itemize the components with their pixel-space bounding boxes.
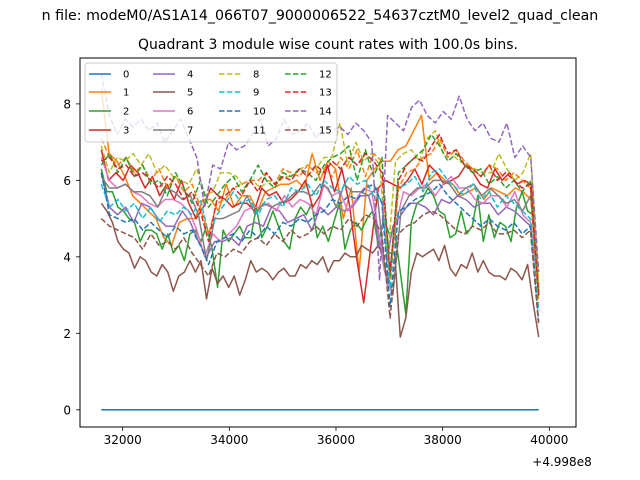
legend-label-10: 10 xyxy=(253,107,266,118)
series-line-15 xyxy=(100,210,540,326)
legend-label-8: 8 xyxy=(253,70,259,81)
x-tick-label: 34000 xyxy=(210,433,248,447)
y-tick-label: 2 xyxy=(63,327,71,341)
chart-title: Quadrant 3 module wise count rates with … xyxy=(138,37,518,53)
legend-label-9: 9 xyxy=(253,88,259,99)
legend-label-5: 5 xyxy=(187,88,193,99)
legend-label-11: 11 xyxy=(253,126,266,137)
series-line-14 xyxy=(100,73,540,281)
x-axis: 32000 34000 36000 38000 40000 xyxy=(104,427,568,447)
series-line-5 xyxy=(100,202,540,338)
y-tick-label: 6 xyxy=(63,174,71,188)
legend-label-0: 0 xyxy=(123,70,129,81)
x-tick-label: 40000 xyxy=(530,433,568,447)
plot-frame xyxy=(79,57,577,428)
y-tick-label: 4 xyxy=(63,250,71,264)
x-tick-label: 32000 xyxy=(104,433,142,447)
legend-label-3: 3 xyxy=(123,126,129,137)
x-tick-label: 36000 xyxy=(317,433,355,447)
legend-label-4: 4 xyxy=(187,70,193,81)
legend-label-13: 13 xyxy=(319,88,332,99)
series-line-10 xyxy=(100,172,540,322)
legend-label-12: 12 xyxy=(319,70,332,81)
legend-box xyxy=(84,62,338,143)
series-line-4 xyxy=(100,172,540,288)
legend-label-6: 6 xyxy=(187,107,193,118)
series-line-12 xyxy=(100,133,540,299)
suptitle: n file: modeM0/AS1A14_066T07_9000006522_… xyxy=(42,8,599,24)
legend-label-15: 15 xyxy=(319,126,332,137)
x-offset-label: +4.998e8 xyxy=(532,455,591,469)
series-line-2 xyxy=(100,168,540,315)
series-line-13 xyxy=(100,133,540,296)
y-tick-label: 0 xyxy=(63,403,71,417)
series-line-9 xyxy=(100,168,540,311)
legend-label-14: 14 xyxy=(319,107,332,118)
legend-label-7: 7 xyxy=(187,126,193,137)
series-layer xyxy=(100,73,540,411)
legend-label-1: 1 xyxy=(123,88,129,99)
y-tick-label: 8 xyxy=(63,97,71,111)
series-line-7 xyxy=(100,176,540,296)
series-line-8 xyxy=(100,122,540,284)
legend-label-2: 2 xyxy=(123,107,129,118)
x-tick-label: 38000 xyxy=(424,433,462,447)
y-axis: 0 2 4 6 8 xyxy=(63,97,80,417)
